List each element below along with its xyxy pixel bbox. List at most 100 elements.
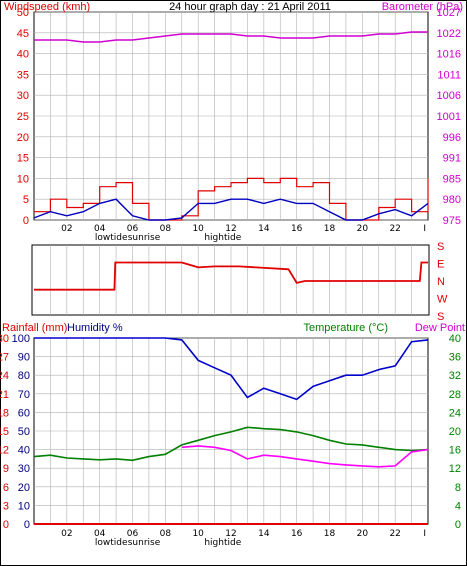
- dewpoint-axis-title: Dew Point: [415, 322, 465, 334]
- wind-tick-label: 35: [17, 69, 29, 81]
- dewpoint-series: [181, 445, 429, 468]
- wind-tick-label: 30: [17, 90, 29, 102]
- wind-tick-label: 50: [17, 7, 29, 19]
- barometer-tick-label: 1022: [437, 28, 461, 40]
- humidity-tick-label: 50: [18, 426, 30, 438]
- temperature-tick-label: 0: [455, 519, 461, 531]
- direction-tick-label: W: [437, 294, 448, 306]
- wind-axis-title: Windspeed (kmh): [4, 1, 90, 13]
- wind-x-tick-label: 12: [225, 224, 236, 234]
- wind-tick-label: 5: [23, 194, 29, 206]
- rain-tick-label: 21: [0, 389, 9, 401]
- wind-x-tick-label: 22: [389, 224, 400, 234]
- wind-x-tick-label: 06: [127, 224, 139, 234]
- barometer-tick-label: 991: [443, 153, 461, 165]
- temperature-tick-label: 12: [449, 463, 461, 475]
- humidity-tick-label: 30: [18, 463, 30, 475]
- barometer-axis-title: Barometer (hPa): [382, 1, 463, 13]
- rain-tick-label: 15: [0, 426, 9, 438]
- direction-tick-label: N: [437, 276, 445, 288]
- chart-title: 24 hour graph day : 21 April 2011: [169, 1, 331, 13]
- rain-tick-label: 18: [0, 407, 9, 419]
- temperature-tick-label: 16: [449, 445, 461, 457]
- wind-tick-label: 15: [17, 153, 29, 165]
- barometer-tick-label: 985: [443, 173, 461, 185]
- humidity-series: [34, 337, 429, 401]
- humidity-tick-label: 60: [18, 407, 30, 419]
- rain-tick-label: 12: [0, 445, 9, 457]
- humidity-tick-label: 90: [18, 352, 30, 364]
- wind-x-tick-label: 16: [291, 224, 303, 234]
- temperature-tick-label: 36: [449, 352, 461, 364]
- rain-tick-label: 24: [0, 370, 9, 382]
- direction-tick-label: E: [437, 259, 444, 271]
- direction-tick-label: S: [437, 241, 444, 253]
- direction-panel: [31, 244, 430, 316]
- wind-direction-series: [34, 261, 428, 291]
- temp-x-tick-label: 06: [127, 529, 139, 539]
- temperature-tick-label: 8: [455, 482, 461, 494]
- temp-x-tick-label: 22: [389, 529, 400, 539]
- sunrise-marker: sunrise: [128, 233, 161, 243]
- barometer-tick-label: 1001: [437, 111, 461, 123]
- barometer-tick-label: 1027: [437, 7, 461, 19]
- rain-tick-label: 3: [3, 500, 9, 512]
- wind-x-end-tick: I: [423, 224, 426, 234]
- wind-average-series: [33, 198, 429, 221]
- rain-tick-label: 27: [0, 352, 9, 364]
- temp-x-end-tick: I: [423, 529, 426, 539]
- temperature-tick-label: 32: [449, 370, 461, 382]
- humidity-tick-label: 0: [24, 519, 30, 531]
- barometer-tick-label: 1016: [437, 49, 461, 61]
- humidity-tick-label: 80: [18, 370, 30, 382]
- temp-x-tick-label: 14: [258, 529, 270, 539]
- temp-x-tick-label: 04: [94, 529, 106, 539]
- rain-tick-label: 30: [0, 333, 9, 345]
- rain-tick-label: 0: [3, 519, 9, 531]
- temp-x-tick-label: 08: [160, 529, 172, 539]
- direction-tick-label: S: [437, 311, 444, 323]
- barometer-tick-label: 1011: [437, 69, 461, 81]
- hightide-marker-lower: hightide: [204, 538, 241, 548]
- lowtide-marker-lower: lowtide: [95, 538, 128, 548]
- wind-tick-label: 25: [17, 111, 29, 123]
- temperature-tick-label: 20: [449, 426, 461, 438]
- wind-tick-label: 40: [17, 49, 29, 61]
- rainfall-axis-title: Rainfall (mm): [2, 322, 67, 334]
- humidity-tick-label: 70: [18, 389, 30, 401]
- barometer-tick-label: 996: [443, 132, 461, 144]
- rain-tick-label: 6: [3, 482, 9, 494]
- temp-x-tick-label: 20: [357, 529, 369, 539]
- temp-x-tick-label: 02: [61, 529, 72, 539]
- barometer-tick-label: 1006: [437, 90, 461, 102]
- humidity-tick-label: 100: [12, 333, 30, 345]
- barometer-tick-label: 980: [443, 194, 461, 206]
- barometer-tick-label: 975: [443, 215, 461, 227]
- temperature-tick-label: 40: [449, 333, 461, 345]
- wind-x-tick-label: 14: [258, 224, 270, 234]
- wind-tick-label: 20: [17, 132, 29, 144]
- wind-x-tick-label: 20: [357, 224, 369, 234]
- wind-x-tick-label: 04: [94, 224, 106, 234]
- temperature-tick-label: 28: [449, 389, 461, 401]
- temp-x-tick-label: 16: [291, 529, 303, 539]
- humidity-axis-title: Humidity %: [67, 322, 123, 334]
- barometer-series: [34, 31, 428, 43]
- wind-gust-series: [34, 177, 429, 221]
- temperature-tick-label: 4: [455, 500, 461, 512]
- temperature-axis-title: Temperature (°C): [304, 322, 388, 334]
- wind-tick-label: 45: [17, 28, 29, 40]
- wind-tick-label: 10: [17, 173, 29, 185]
- wind-tick-label: 0: [23, 215, 29, 227]
- wind-x-tick-label: 10: [192, 224, 204, 234]
- temperature-tick-label: 24: [449, 407, 461, 419]
- wind-x-tick-label: 02: [61, 224, 72, 234]
- wind-x-tick-label: 08: [160, 224, 172, 234]
- temp-x-tick-label: 12: [225, 529, 236, 539]
- temperature-series: [33, 426, 429, 462]
- wind-x-tick-label: 18: [324, 224, 336, 234]
- sunrise-marker-lower: sunrise: [128, 538, 161, 548]
- hightide-marker: hightide: [204, 233, 241, 243]
